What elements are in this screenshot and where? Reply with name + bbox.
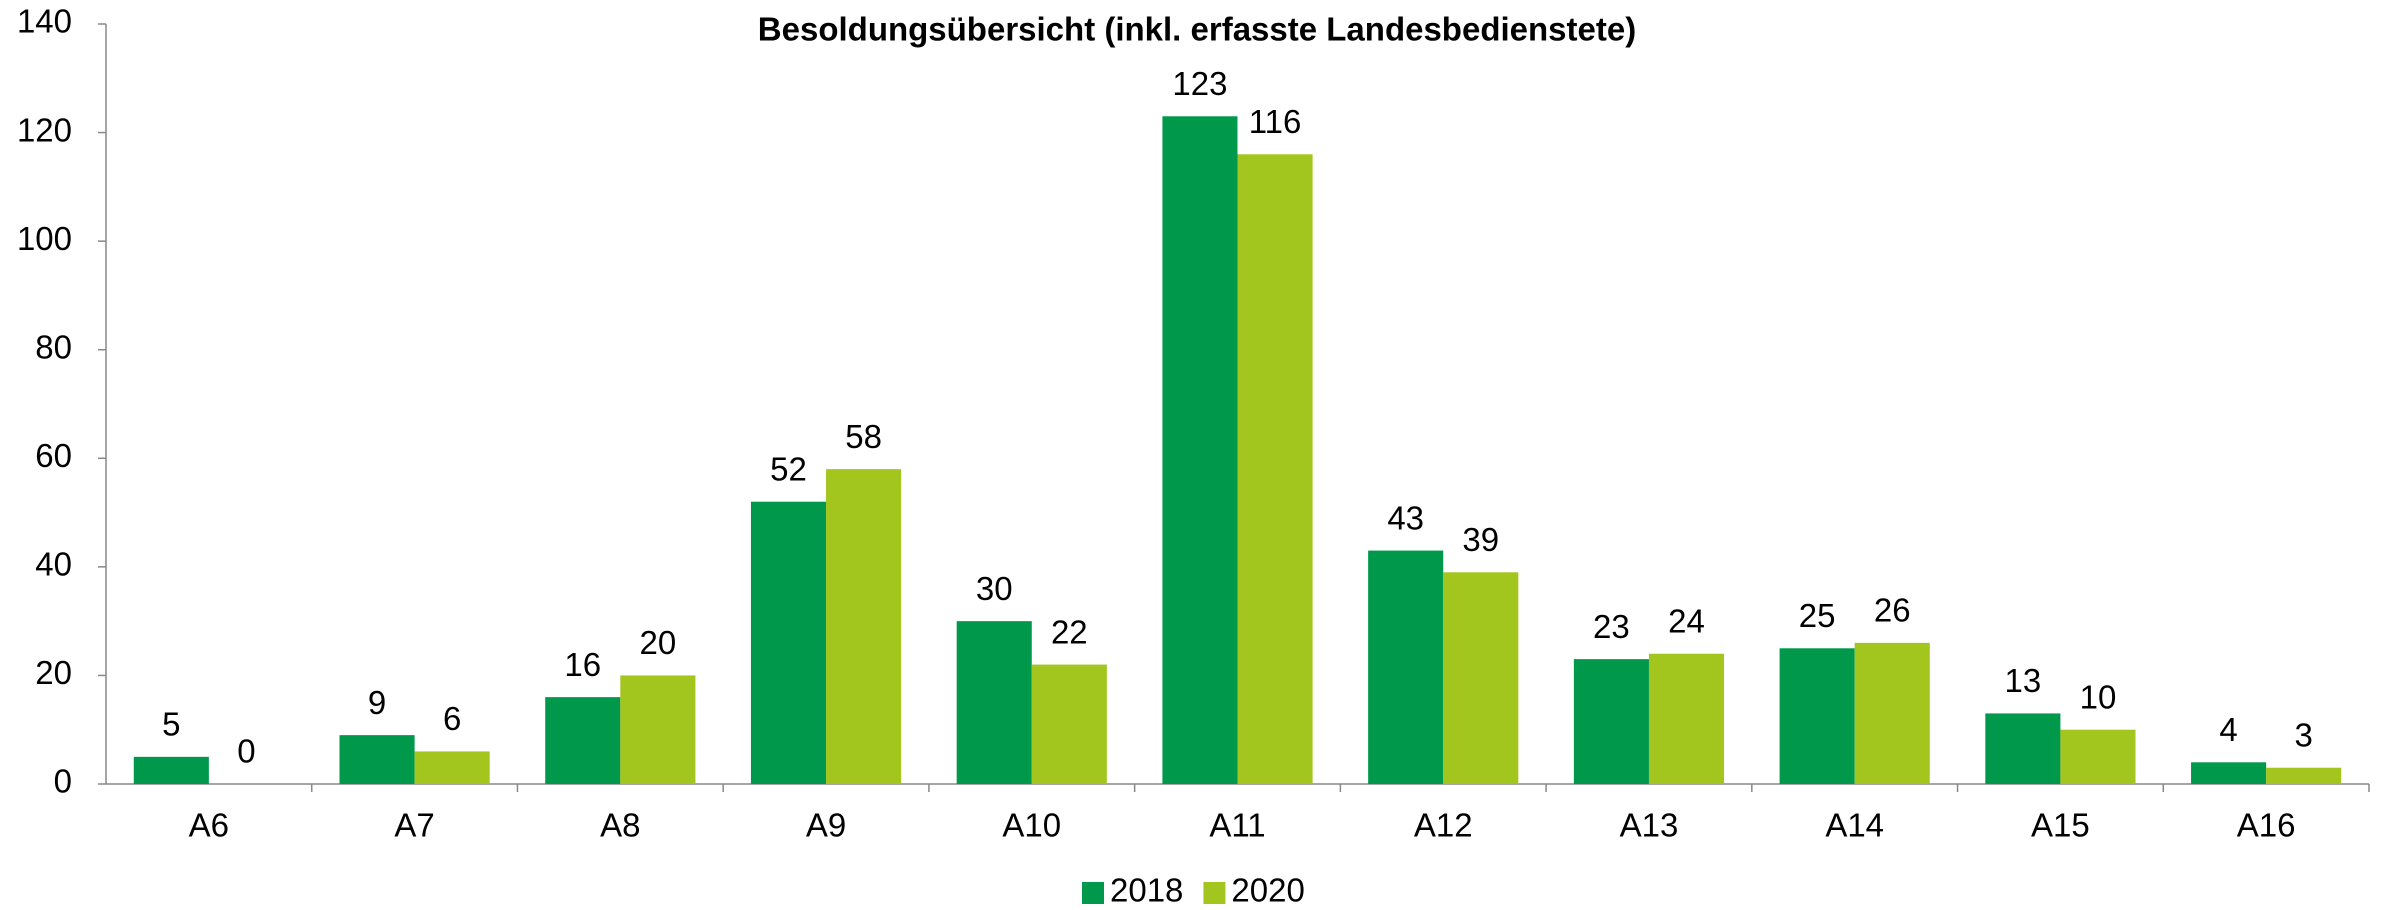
x-tick-label: A6 <box>189 807 229 844</box>
bar <box>1162 116 1238 785</box>
y-tick-label: 20 <box>35 654 72 691</box>
value-label: 4 <box>2219 711 2237 748</box>
y-tick-label: 100 <box>17 220 72 257</box>
bar <box>2266 767 2342 784</box>
bar <box>414 751 490 784</box>
bar <box>620 675 696 784</box>
legend-swatch <box>1082 882 1104 904</box>
bar <box>133 756 209 784</box>
legend-label: 2020 <box>1231 872 1304 909</box>
value-label: 39 <box>1462 521 1499 558</box>
y-tick-label: 140 <box>17 3 72 40</box>
x-tick-label: A15 <box>2031 807 2090 844</box>
x-tick-label: A11 <box>1209 807 1265 844</box>
bar <box>1985 713 2061 784</box>
x-tick-label: A14 <box>1825 807 1884 844</box>
bar <box>750 501 827 784</box>
value-label: 13 <box>2005 662 2042 699</box>
value-label: 123 <box>1172 65 1227 102</box>
bar <box>2191 762 2267 784</box>
value-label: 26 <box>1874 592 1911 629</box>
legend-swatch <box>1203 882 1226 904</box>
x-tick-label: A7 <box>394 807 434 844</box>
value-label: 25 <box>1799 597 1836 634</box>
value-label: 10 <box>2080 678 2117 715</box>
x-tick-label: A13 <box>1620 807 1679 844</box>
x-tick-label: A10 <box>1002 807 1061 844</box>
value-label: 3 <box>2295 716 2313 753</box>
value-label: 20 <box>640 624 677 661</box>
x-tick-label: A16 <box>2237 807 2296 844</box>
y-tick-label: 0 <box>54 763 72 800</box>
y-tick-label: 40 <box>35 546 72 583</box>
bar <box>339 735 415 784</box>
bar <box>1368 550 1444 784</box>
value-label: 58 <box>845 418 882 455</box>
bar <box>1648 653 1725 784</box>
value-label: 23 <box>1593 608 1630 645</box>
chart-title: Besoldungsübersicht (inkl. erfasste Land… <box>758 11 1636 48</box>
bar <box>826 469 902 784</box>
x-tick-label: A8 <box>600 807 640 844</box>
value-label: 30 <box>976 570 1013 607</box>
bar <box>1779 648 1855 784</box>
value-label: 16 <box>564 646 601 683</box>
bar <box>2060 729 2136 784</box>
bar <box>956 621 1032 784</box>
bar <box>1573 659 1649 784</box>
bar <box>545 697 621 784</box>
legend-label: 2018 <box>1110 872 1183 909</box>
bar <box>1031 664 1107 784</box>
value-label: 116 <box>1249 103 1302 140</box>
value-label: 52 <box>770 450 807 487</box>
bar <box>1237 154 1313 785</box>
value-label: 24 <box>1668 602 1705 639</box>
value-label: 43 <box>1387 499 1424 536</box>
y-tick-label: 80 <box>35 328 72 365</box>
value-label: 9 <box>368 684 386 721</box>
value-label: 0 <box>237 733 255 770</box>
bar <box>1854 642 1930 784</box>
x-tick-label: A12 <box>1414 807 1473 844</box>
y-tick-label: 60 <box>35 437 72 474</box>
value-label: 22 <box>1051 613 1088 650</box>
x-tick-label: A9 <box>806 807 846 844</box>
bar <box>1443 572 1519 784</box>
value-label: 6 <box>443 700 461 737</box>
y-tick-label: 120 <box>17 111 72 148</box>
value-label: 5 <box>162 706 180 743</box>
